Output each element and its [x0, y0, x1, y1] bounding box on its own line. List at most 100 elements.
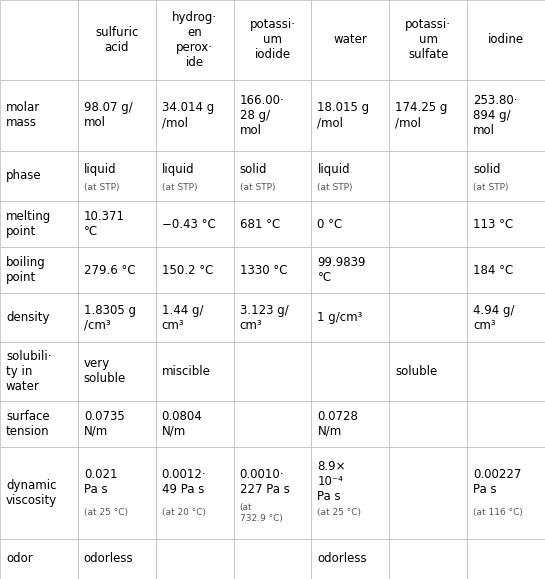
Bar [156, 201, 234, 247]
Bar [78, 0, 156, 79]
Bar [0, 446, 78, 539]
Bar [234, 201, 311, 247]
Bar [0, 342, 78, 401]
Bar [311, 151, 389, 201]
Text: 0.00227
Pa s: 0.00227 Pa s [473, 468, 522, 496]
Bar [156, 539, 234, 579]
Text: 4.94 g/
cm³: 4.94 g/ cm³ [473, 303, 514, 332]
Text: 0.0728
N/m: 0.0728 N/m [317, 409, 358, 438]
Text: odor: odor [6, 552, 33, 565]
Bar [311, 79, 389, 151]
Bar [156, 401, 234, 446]
Bar [78, 446, 156, 539]
Text: 0.0010·
227 Pa s: 0.0010· 227 Pa s [240, 468, 289, 496]
Text: 113 °C: 113 °C [473, 218, 513, 230]
Text: (at STP): (at STP) [84, 182, 119, 192]
Bar [389, 79, 467, 151]
Bar [0, 79, 78, 151]
Text: 0.0804
N/m: 0.0804 N/m [162, 409, 202, 438]
Bar [467, 247, 545, 294]
Bar [467, 294, 545, 342]
Text: density: density [6, 311, 50, 324]
Bar [78, 342, 156, 401]
Text: 1330 °C: 1330 °C [240, 263, 287, 277]
Text: (at 25 °C): (at 25 °C) [84, 508, 128, 518]
Text: 99.9839
°C: 99.9839 °C [317, 256, 366, 284]
Text: miscible: miscible [162, 365, 210, 378]
Text: 0.0735
N/m: 0.0735 N/m [84, 409, 125, 438]
Bar [234, 151, 311, 201]
Text: 98.07 g/
mol: 98.07 g/ mol [84, 101, 132, 129]
Bar [311, 247, 389, 294]
Bar [389, 342, 467, 401]
Text: melting
point: melting point [6, 210, 51, 238]
Text: 174.25 g
/mol: 174.25 g /mol [395, 101, 447, 129]
Text: odorless: odorless [317, 552, 367, 565]
Bar [78, 79, 156, 151]
Text: (at 25 °C): (at 25 °C) [317, 508, 361, 518]
Bar [467, 401, 545, 446]
Bar [78, 401, 156, 446]
Bar [156, 247, 234, 294]
Bar [389, 201, 467, 247]
Bar [0, 401, 78, 446]
Bar [311, 539, 389, 579]
Text: (at STP): (at STP) [162, 182, 197, 192]
Bar [389, 0, 467, 79]
Bar [0, 0, 78, 79]
Bar [467, 539, 545, 579]
Text: 0 °C: 0 °C [317, 218, 343, 230]
Text: (at STP): (at STP) [240, 182, 275, 192]
Bar [156, 294, 234, 342]
Bar [156, 446, 234, 539]
Bar [234, 294, 311, 342]
Bar [156, 151, 234, 201]
Text: 3.123 g/
cm³: 3.123 g/ cm³ [240, 303, 288, 332]
Bar [389, 294, 467, 342]
Text: 681 °C: 681 °C [240, 218, 280, 230]
Bar [467, 446, 545, 539]
Text: liquid: liquid [84, 163, 117, 177]
Text: odorless: odorless [84, 552, 134, 565]
Bar [311, 446, 389, 539]
Bar [156, 342, 234, 401]
Text: 8.9×
10⁻⁴
Pa s: 8.9× 10⁻⁴ Pa s [317, 460, 346, 503]
Text: boiling
point: boiling point [6, 256, 46, 284]
Bar [234, 0, 311, 79]
Bar [0, 294, 78, 342]
Bar [234, 342, 311, 401]
Text: 0.021
Pa s: 0.021 Pa s [84, 468, 117, 496]
Bar [156, 79, 234, 151]
Text: liquid: liquid [162, 163, 195, 177]
Bar [311, 201, 389, 247]
Bar [311, 0, 389, 79]
Bar [311, 401, 389, 446]
Bar [389, 151, 467, 201]
Bar [389, 401, 467, 446]
Bar [156, 0, 234, 79]
Bar [234, 401, 311, 446]
Bar [78, 294, 156, 342]
Bar [0, 247, 78, 294]
Text: water: water [334, 34, 367, 46]
Bar [0, 151, 78, 201]
Text: 184 °C: 184 °C [473, 263, 513, 277]
Text: solid: solid [240, 163, 267, 177]
Text: potassi·
um
sulfate: potassi· um sulfate [405, 19, 451, 61]
Text: −0.43 °C: −0.43 °C [162, 218, 215, 230]
Text: phase: phase [6, 170, 41, 182]
Bar [467, 151, 545, 201]
Bar [78, 247, 156, 294]
Text: 1 g/cm³: 1 g/cm³ [317, 311, 363, 324]
Text: 0.0012·
49 Pa s: 0.0012· 49 Pa s [162, 468, 207, 496]
Bar [234, 79, 311, 151]
Text: potassi·
um
iodide: potassi· um iodide [250, 19, 295, 61]
Bar [311, 294, 389, 342]
Text: 10.371
°C: 10.371 °C [84, 210, 125, 238]
Text: (at 116 °C): (at 116 °C) [473, 508, 523, 518]
Bar [467, 79, 545, 151]
Bar [78, 201, 156, 247]
Text: 150.2 °C: 150.2 °C [162, 263, 213, 277]
Text: (at STP): (at STP) [473, 182, 508, 192]
Bar [389, 247, 467, 294]
